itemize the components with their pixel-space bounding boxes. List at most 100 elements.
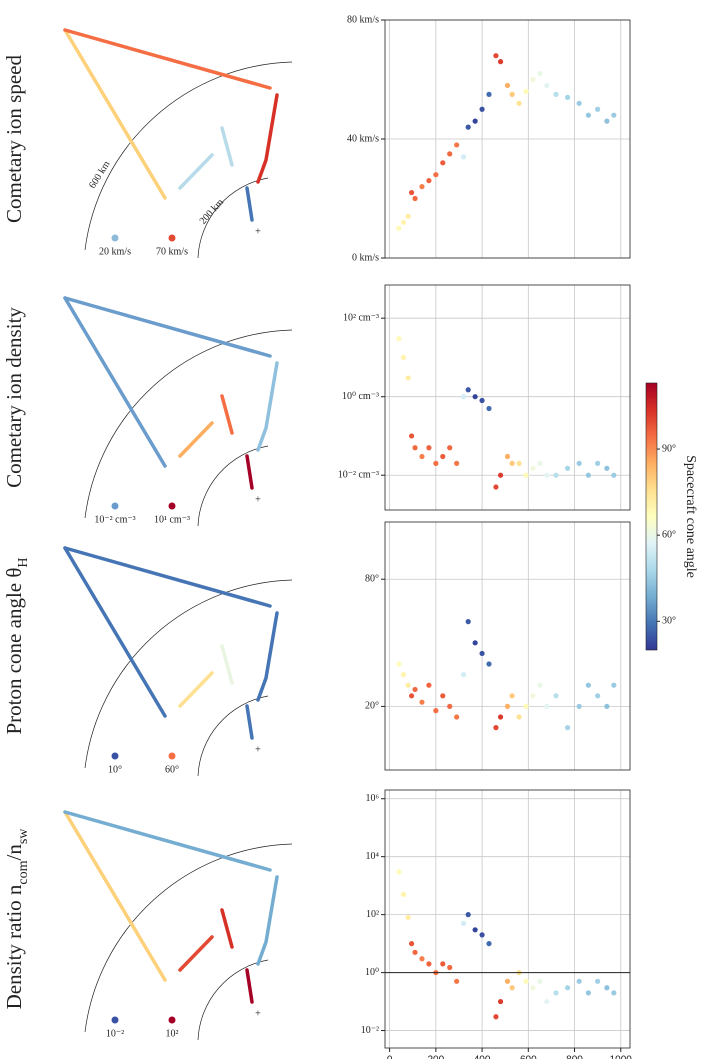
data-point bbox=[611, 682, 617, 688]
data-point bbox=[400, 219, 407, 225]
data-point bbox=[585, 472, 591, 478]
data-point bbox=[447, 151, 453, 157]
y-tick-label: 10⁰ cm⁻³ bbox=[342, 391, 379, 402]
colorbar-tick-label: 90° bbox=[662, 443, 676, 454]
trajectory bbox=[63, 546, 167, 718]
data-point bbox=[493, 484, 499, 490]
range-arc bbox=[84, 579, 293, 769]
trajectory bbox=[245, 704, 254, 740]
data-point bbox=[611, 112, 617, 118]
trajectory bbox=[245, 186, 254, 222]
legend-dot bbox=[111, 752, 119, 760]
data-point bbox=[460, 672, 467, 678]
data-point bbox=[486, 661, 492, 667]
trajectory bbox=[63, 296, 272, 358]
y-tick-label: 10⁻² cm⁻³ bbox=[338, 470, 379, 481]
range-arc bbox=[84, 843, 293, 1033]
data-point bbox=[465, 124, 471, 130]
data-point bbox=[493, 53, 499, 59]
y-tick-label: 80° bbox=[365, 574, 379, 585]
data-point bbox=[509, 693, 515, 699]
data-point bbox=[516, 460, 522, 466]
data-point bbox=[585, 990, 591, 996]
x-tick-label: 600 bbox=[520, 1055, 537, 1059]
range-label: 200 km bbox=[198, 197, 227, 227]
data-point bbox=[523, 88, 529, 94]
data-point bbox=[412, 195, 418, 202]
data-point bbox=[497, 998, 504, 1005]
y-tick-label: 20° bbox=[365, 701, 379, 712]
data-point bbox=[611, 472, 617, 478]
origin-marker: + bbox=[255, 494, 261, 505]
data-point bbox=[426, 178, 432, 184]
data-point bbox=[400, 672, 407, 678]
axes-frame bbox=[384, 521, 631, 771]
data-point bbox=[509, 91, 515, 97]
colorbar-tick-label: 30° bbox=[662, 616, 676, 627]
trajectory bbox=[220, 644, 234, 685]
data-point bbox=[454, 714, 460, 720]
row-label-part: Cometary ion speed bbox=[2, 55, 26, 223]
data-point bbox=[516, 100, 522, 106]
y-tick-label: 10² bbox=[366, 909, 379, 920]
data-point bbox=[537, 682, 543, 688]
data-point bbox=[530, 985, 536, 991]
legend-label: 20 km/s bbox=[99, 246, 131, 257]
trajectory bbox=[63, 810, 167, 982]
data-point bbox=[426, 961, 432, 967]
axes-frame bbox=[384, 19, 631, 259]
data-point bbox=[493, 1014, 499, 1020]
x-tick-label: 400 bbox=[474, 1055, 491, 1059]
trajectory bbox=[178, 935, 214, 972]
legend-dot bbox=[111, 502, 119, 510]
data-point bbox=[479, 106, 485, 112]
data-point bbox=[454, 978, 460, 984]
y-tick-label: 0 km/s bbox=[352, 252, 379, 263]
data-point bbox=[447, 964, 453, 971]
data-point bbox=[440, 160, 446, 166]
trajectory bbox=[256, 611, 279, 702]
y-tick-label: 10⁻² bbox=[361, 1025, 379, 1036]
colorbar-label: Spacecraft cone angle bbox=[683, 455, 698, 578]
data-point bbox=[433, 460, 439, 466]
data-point bbox=[504, 82, 511, 89]
data-point bbox=[472, 640, 478, 646]
data-point bbox=[537, 70, 543, 77]
data-point bbox=[454, 142, 460, 148]
data-point bbox=[611, 990, 617, 996]
data-point bbox=[497, 472, 504, 478]
data-point bbox=[553, 91, 559, 97]
data-point bbox=[465, 387, 471, 393]
data-point bbox=[396, 336, 402, 342]
colorbar-tick-label: 60° bbox=[662, 529, 676, 540]
data-point bbox=[553, 693, 559, 699]
origin-marker: + bbox=[255, 744, 261, 755]
trajectory bbox=[178, 153, 214, 190]
data-point bbox=[544, 472, 550, 478]
data-point bbox=[460, 920, 467, 926]
data-point bbox=[440, 693, 446, 699]
x-tick-label: 800 bbox=[566, 1055, 583, 1059]
data-point bbox=[576, 100, 582, 106]
trajectory bbox=[245, 968, 254, 1004]
data-point bbox=[544, 998, 550, 1005]
data-point bbox=[408, 433, 415, 439]
trajectory bbox=[220, 126, 234, 167]
data-point bbox=[509, 985, 515, 991]
data-point bbox=[454, 460, 460, 466]
row-label-part: Cometary ion density bbox=[2, 307, 26, 488]
legend-label: 10⁻² cm⁻³ bbox=[94, 514, 135, 525]
data-point bbox=[440, 961, 446, 967]
data-point bbox=[576, 703, 582, 710]
data-point bbox=[408, 941, 415, 947]
data-point bbox=[405, 914, 411, 921]
colorbar bbox=[645, 382, 658, 651]
data-point bbox=[595, 106, 601, 112]
data-point bbox=[396, 661, 402, 667]
data-point bbox=[504, 703, 511, 710]
x-tick-label: 200 bbox=[428, 1055, 445, 1059]
legend-dot bbox=[168, 1016, 176, 1024]
trajectory bbox=[178, 671, 214, 708]
data-point bbox=[604, 465, 610, 471]
data-point bbox=[497, 59, 504, 65]
